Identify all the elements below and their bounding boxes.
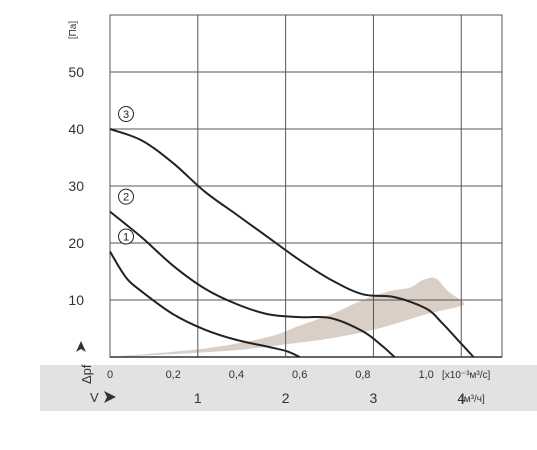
y-tick-label: 10 — [68, 292, 84, 308]
y-tick-label: 40 — [68, 121, 84, 137]
x2-tick-label: 4 — [457, 390, 465, 406]
series-marker-2: 2 — [118, 188, 134, 205]
x-arrow-icon — [104, 391, 116, 403]
x-tick-label: 0,8 — [355, 369, 370, 381]
shaded-region — [110, 277, 465, 357]
x-tick-label: 0,2 — [166, 369, 181, 381]
series-marker-label: 1 — [123, 232, 129, 244]
series-marker-label: 3 — [123, 109, 129, 121]
series-marker-circle — [118, 228, 134, 245]
x2-tick-label: 1 — [194, 390, 202, 406]
y-tick-label: 30 — [68, 178, 84, 194]
series-line-2 — [109, 210, 396, 358]
x2-unit-label: [м³/ч] — [461, 394, 485, 405]
series-marker-circle — [118, 188, 134, 205]
x-tick-label: 0 — [107, 369, 113, 381]
axis-band — [40, 365, 537, 411]
y-arrow-icon — [76, 341, 86, 352]
series-line-1 — [109, 251, 301, 358]
series-line-3 — [109, 128, 475, 358]
x-tick-label: 1,0 — [418, 369, 433, 381]
series-marker-1: 1 — [118, 228, 134, 245]
series-marker-circle — [118, 106, 134, 122]
x-tick-label: 0,6 — [292, 369, 307, 381]
y-symbol-text: Δpf — [79, 364, 94, 384]
y-axis-symbol: Δpf — [76, 341, 94, 384]
y-tick-label: 50 — [68, 64, 84, 80]
y-tick-label: 20 — [68, 235, 84, 251]
x-symbol-text: V — [90, 390, 99, 405]
series-marker-3: 3 — [118, 106, 134, 122]
x2-tick-label: 2 — [282, 390, 290, 406]
x2-tick-label: 3 — [370, 390, 378, 406]
y-unit-label: [Па] — [68, 21, 79, 40]
x-tick-label: 0,4 — [229, 369, 244, 381]
series-marker-label: 2 — [123, 192, 129, 204]
x-axis-symbol: V — [90, 390, 116, 405]
x-unit-label: [x10⁻³м³/с] — [442, 370, 490, 381]
